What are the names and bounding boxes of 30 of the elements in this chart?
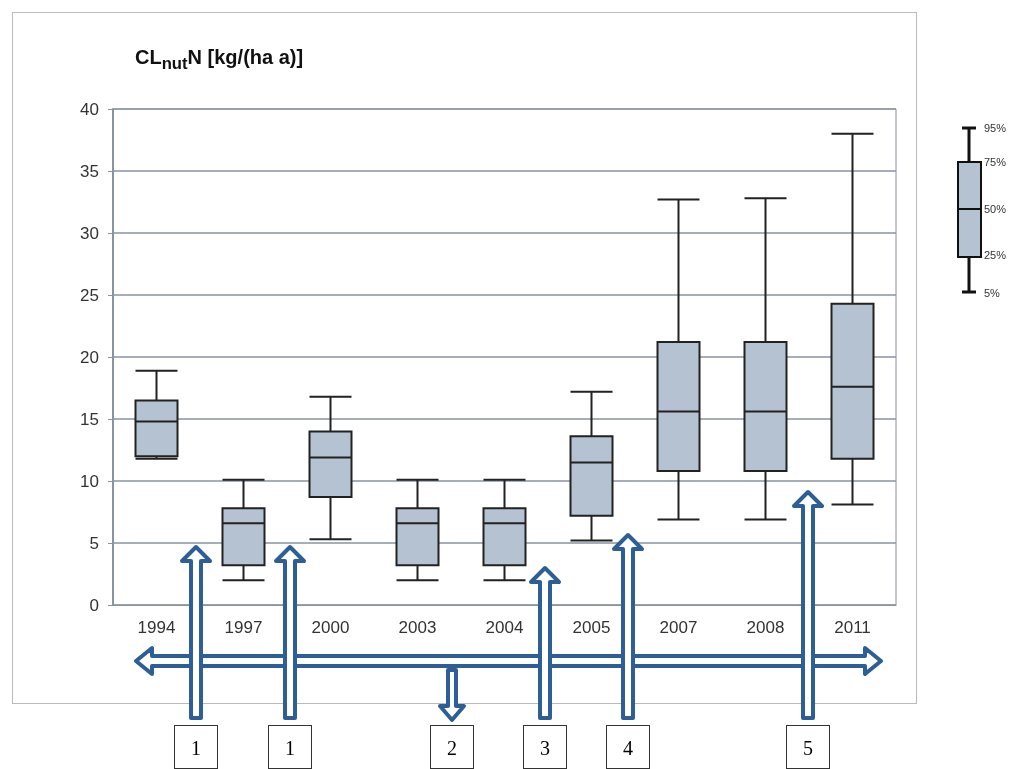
x-tick-label: 1997: [224, 618, 263, 637]
y-tick-label: 30: [80, 223, 99, 243]
text: 2: [430, 725, 474, 769]
text: 50%: [984, 203, 1007, 215]
x-tick-label: 2004: [485, 618, 524, 637]
x-tick-label: 2008: [746, 618, 785, 637]
y-tick-label: 40: [80, 99, 99, 119]
y-tick-label: 5: [89, 533, 99, 553]
x-tick-label: 2011: [834, 618, 871, 637]
y-tick-label: 25: [80, 285, 99, 305]
text: 1: [268, 725, 312, 769]
y-tick-label: 35: [80, 161, 99, 181]
text: 95%: [984, 122, 1007, 134]
x-tick-label: 2000: [311, 618, 350, 637]
y-tick-label: 15: [80, 409, 99, 429]
text: 3: [523, 725, 567, 769]
text: 75%: [984, 156, 1007, 168]
text: 5: [786, 725, 830, 769]
x-tick-label: 2005: [572, 618, 611, 637]
x-tick-label: 2007: [659, 618, 698, 637]
text: 4: [606, 725, 650, 769]
y-tick-label: 0: [89, 595, 99, 615]
y-tick-label: 20: [80, 347, 99, 367]
y-tick-label: 10: [80, 471, 99, 491]
text: 5%: [984, 287, 1001, 299]
text: 1: [174, 725, 218, 769]
chart-title: CL$_{nut}$N [kg/(ha a)]: [135, 46, 304, 74]
x-tick-label: 2003: [398, 618, 437, 637]
text: 25%: [984, 249, 1007, 261]
x-tick-label: 1994: [137, 618, 176, 637]
